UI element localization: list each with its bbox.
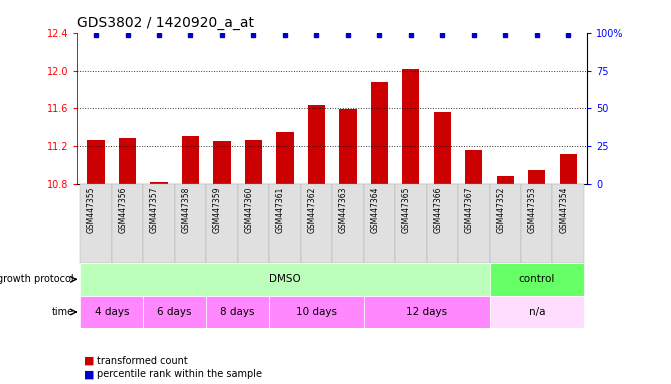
Bar [81,296,144,328]
Text: time: time [52,307,74,317]
Text: GSM447358: GSM447358 [181,187,191,233]
Text: GSM447356: GSM447356 [119,187,127,233]
Text: 6 days: 6 days [158,307,192,317]
Text: 8 days: 8 days [221,307,255,317]
Bar [490,263,584,296]
Bar [245,140,262,184]
Text: control: control [519,274,555,285]
Bar [276,132,294,184]
Bar [490,184,521,263]
Text: GSM447363: GSM447363 [339,187,348,233]
Bar [364,184,395,263]
Text: growth protocol: growth protocol [0,274,74,285]
Bar [112,184,144,263]
Text: GSM447364: GSM447364 [370,187,379,233]
Bar [395,184,427,263]
Bar [119,138,136,184]
Bar [427,184,458,263]
Bar [269,296,364,328]
Bar [81,184,112,263]
Text: GSM447360: GSM447360 [244,187,254,233]
Text: percentile rank within the sample: percentile rank within the sample [97,369,262,379]
Text: GSM447357: GSM447357 [150,187,159,233]
Bar [458,184,490,263]
Text: GSM447359: GSM447359 [213,187,222,233]
Bar [206,184,238,263]
Bar [308,105,325,184]
Bar [402,69,419,184]
Bar [213,141,231,184]
Text: GSM447354: GSM447354 [559,187,568,233]
Text: DMSO: DMSO [269,274,301,285]
Text: 10 days: 10 days [296,307,337,317]
Bar [560,154,577,184]
Text: 12 days: 12 days [406,307,447,317]
Bar [144,184,174,263]
Bar [81,263,490,296]
Text: GDS3802 / 1420920_a_at: GDS3802 / 1420920_a_at [77,16,254,30]
Bar [206,296,269,328]
Bar [521,184,552,263]
Bar [340,109,356,184]
Bar [465,150,482,184]
Text: GSM447367: GSM447367 [465,187,474,233]
Bar [150,182,168,184]
Text: GSM447361: GSM447361 [276,187,285,233]
Bar [364,296,490,328]
Text: GSM447355: GSM447355 [87,187,96,233]
Bar [269,184,301,263]
Bar [301,184,332,263]
Bar [497,176,514,184]
Bar [238,184,269,263]
Bar [552,184,584,263]
Text: GSM447366: GSM447366 [433,187,442,233]
Bar [528,170,546,184]
Text: 4 days: 4 days [95,307,129,317]
Text: GSM447353: GSM447353 [528,187,537,233]
Text: GSM447362: GSM447362 [307,187,317,233]
Text: transformed count: transformed count [97,356,188,366]
Bar [332,184,364,263]
Bar [144,296,206,328]
Bar [182,136,199,184]
Text: GSM447365: GSM447365 [402,187,411,233]
Text: ■: ■ [84,369,95,379]
Text: ■: ■ [84,356,95,366]
Bar [490,296,584,328]
Bar [174,184,206,263]
Bar [87,140,105,184]
Bar [370,82,388,184]
Text: n/a: n/a [529,307,545,317]
Text: GSM447352: GSM447352 [497,187,505,233]
Bar [433,112,451,184]
